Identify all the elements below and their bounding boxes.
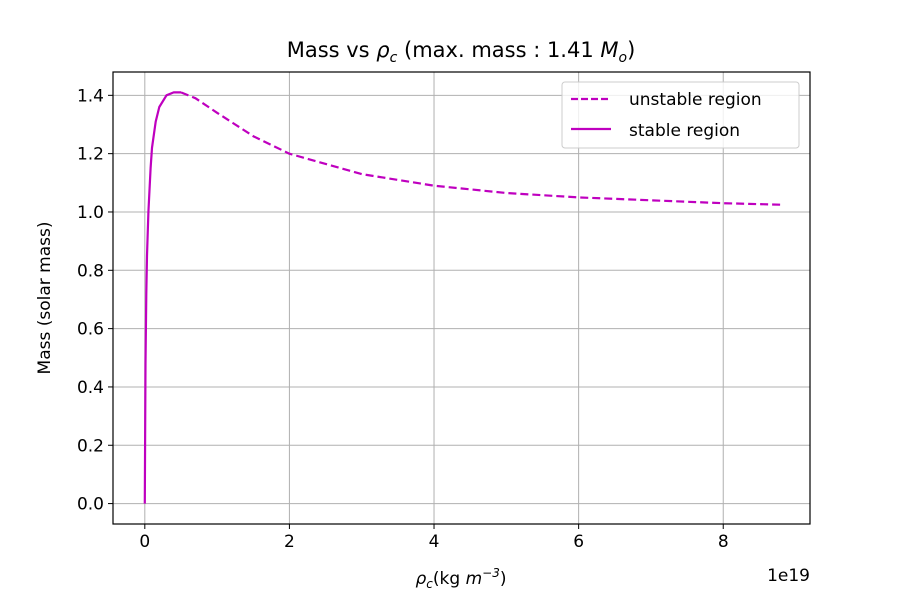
xlabel-rho: ρ <box>416 569 427 589</box>
title-mid: (max. mass : 1.41 <box>397 38 600 62</box>
series-line-unstable-region <box>180 91 782 206</box>
y-tick-label: 0.0 <box>77 495 104 515</box>
y-tick-label: 0.2 <box>77 436 104 456</box>
y-tick-label: 0.8 <box>77 261 104 281</box>
legend-label-stable: stable region <box>629 121 740 141</box>
x-tick-label: 8 <box>718 532 729 552</box>
xlabel-m: m <box>466 569 483 589</box>
ticks: 0 2 4 6 8 0.0 0.2 0.4 0.6 0.8 1.0 1.2 1.4 <box>77 86 729 552</box>
y-tick-label: 0.6 <box>77 320 104 340</box>
y-axis-label: Mass (solar mass) <box>35 222 55 375</box>
xlabel-exp: −3 <box>482 566 500 580</box>
y-tick-label: 1.2 <box>77 145 104 165</box>
y-tick-label: 1.4 <box>77 86 104 106</box>
series-group <box>143 91 782 504</box>
x-axis-label: ρc(kg m−3) <box>416 566 507 591</box>
xlabel-close: ) <box>500 569 507 589</box>
chart-title: Mass vs ρc (max. mass : 1.41 Mo) <box>287 38 636 66</box>
legend-label-unstable: unstable region <box>629 90 762 110</box>
title-suffix: ) <box>627 38 635 62</box>
title-rho-sub: c <box>390 50 398 66</box>
xlabel-rho-sub: c <box>426 577 433 591</box>
title-prefix: Mass vs <box>287 38 377 62</box>
y-tick-label: 0.4 <box>77 378 104 398</box>
axes-frame <box>112 71 811 525</box>
x-tick-label: 6 <box>573 532 584 552</box>
y-tick-label: 1.0 <box>77 203 104 223</box>
legend-box <box>561 81 800 149</box>
legend: unstable region stable region <box>561 81 800 149</box>
x-tick-label: 4 <box>429 532 440 552</box>
title-m-sub: o <box>619 50 628 66</box>
x-tick-label: 2 <box>284 532 295 552</box>
series-line-stable-region <box>143 91 181 504</box>
x-tick-label: 0 <box>139 532 150 552</box>
xlabel-units: (kg <box>433 569 466 589</box>
title-m: M <box>600 38 618 62</box>
title-rho: ρ <box>376 38 390 62</box>
x-offset-text: 1e19 <box>767 566 810 586</box>
